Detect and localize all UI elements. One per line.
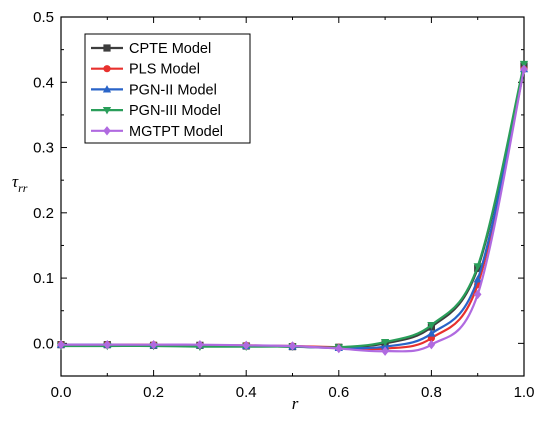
y-axis: 0.0 0.1 0.2 0.3 0.4 0.5 <box>33 9 524 377</box>
data-point <box>473 289 482 300</box>
legend-marker <box>102 107 112 115</box>
y-axis-title-main: τ <box>12 172 19 191</box>
data-point <box>335 343 343 354</box>
data-point <box>427 339 436 350</box>
x-axis: 0.0 0.2 0.4 0.6 0.8 1.0 <box>51 17 535 401</box>
x-tick-label: 0.4 <box>236 384 257 401</box>
x-tick-label: 0.0 <box>51 384 72 401</box>
data-point <box>427 322 436 330</box>
y-tick-label: 0.4 <box>33 74 54 91</box>
legend: CPTE Model PLS Model PGN-II Model PGN-III M… <box>84 33 251 144</box>
y-tick-label: 0.3 <box>33 140 54 157</box>
legend-item: CPTE Model <box>91 41 211 57</box>
legend-item: PGN-III Model <box>91 103 221 119</box>
data-point <box>149 339 158 350</box>
data-point <box>288 341 297 351</box>
legend-item: PGN-II Model <box>91 82 217 98</box>
x-tick-label: 0.6 <box>328 384 349 401</box>
legend-marker <box>103 65 111 73</box>
series-layer <box>56 60 529 356</box>
data-point <box>242 340 250 351</box>
legend-item: MGTPT Model <box>91 124 223 140</box>
x-tick-label: 1.0 <box>514 384 535 401</box>
data-point <box>57 339 65 350</box>
legend-marker <box>102 85 112 93</box>
data-point <box>103 339 112 350</box>
data-point <box>520 64 528 74</box>
data-point <box>380 338 390 347</box>
data-point <box>196 339 204 350</box>
data-point <box>381 346 389 356</box>
legend-label: CPTE Model <box>129 41 211 57</box>
legend-label: MGTPT Model <box>129 124 223 140</box>
y-tick-label: 0.0 <box>33 335 54 352</box>
legend-label: PGN-II Model <box>129 82 217 98</box>
y-tick-label: 0.1 <box>33 270 54 287</box>
data-point <box>473 275 482 283</box>
y-tick-label: 0.5 <box>33 9 54 26</box>
legend-item: PLS Model <box>91 62 200 78</box>
series-mgtpt-model <box>57 64 528 356</box>
data-point <box>473 263 482 271</box>
y-axis-title: τrr <box>12 172 28 195</box>
legend-marker <box>103 44 111 52</box>
data-point <box>427 329 436 337</box>
x-tick-label: 0.2 <box>143 384 164 401</box>
y-axis-title-subscript: rr <box>18 181 28 195</box>
legend-marker <box>103 126 111 136</box>
x-tick-label: 0.8 <box>421 384 442 401</box>
legend-label: PGN-III Model <box>129 103 221 119</box>
x-axis-title: r <box>292 394 299 413</box>
y-tick-label: 0.2 <box>33 205 54 222</box>
legend-label: PLS Model <box>129 62 200 78</box>
